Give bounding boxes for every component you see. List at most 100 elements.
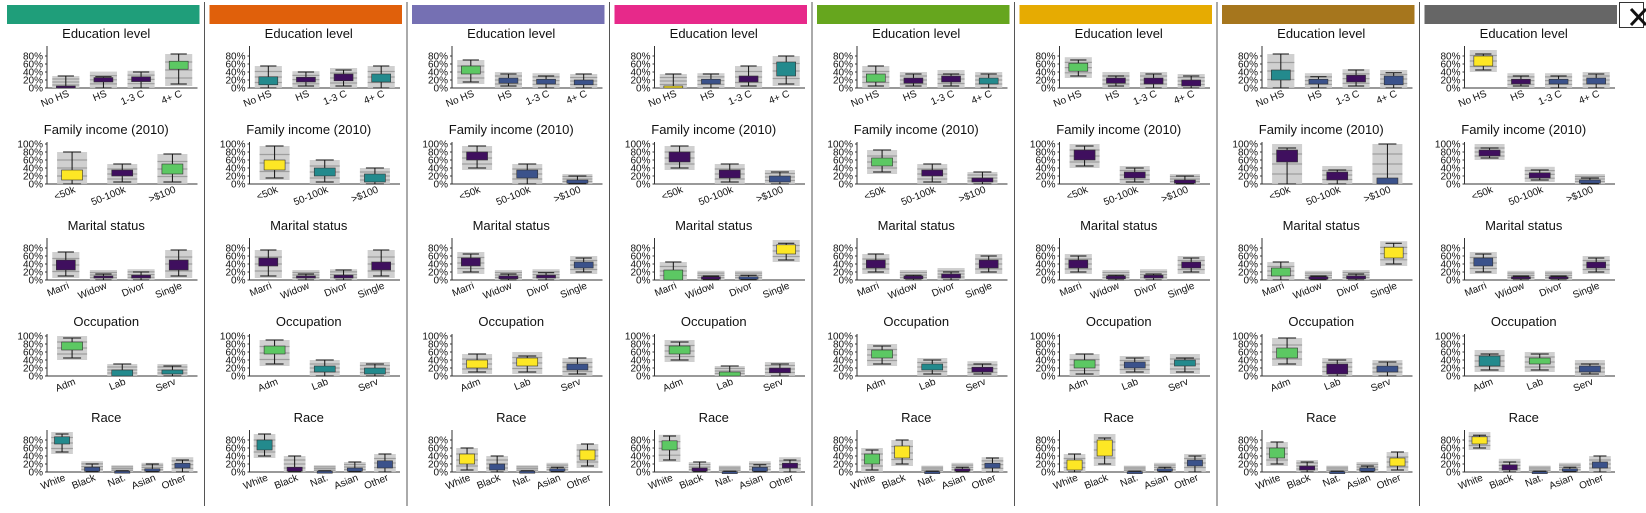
box[interactable]: [1073, 149, 1096, 161]
box[interactable]: [1073, 359, 1096, 369]
box[interactable]: [498, 77, 519, 84]
box[interactable]: [1478, 149, 1501, 157]
cluster-header-bar[interactable]: [7, 5, 200, 24]
box[interactable]: [1181, 261, 1201, 269]
close-button[interactable]: [1619, 2, 1646, 28]
box[interactable]: [1329, 471, 1346, 474]
box[interactable]: [971, 177, 994, 183]
box[interactable]: [1174, 179, 1196, 184]
box[interactable]: [701, 78, 721, 85]
box[interactable]: [864, 453, 880, 465]
box[interactable]: [954, 468, 971, 472]
box[interactable]: [579, 449, 596, 461]
box[interactable]: [1308, 78, 1329, 85]
box[interactable]: [894, 445, 911, 459]
box[interactable]: [1376, 365, 1399, 373]
box[interactable]: [1471, 436, 1488, 445]
box[interactable]: [1106, 77, 1126, 84]
box[interactable]: [1068, 259, 1089, 269]
box[interactable]: [1531, 471, 1548, 474]
box[interactable]: [1579, 365, 1601, 373]
box[interactable]: [168, 60, 189, 70]
box[interactable]: [1548, 78, 1569, 85]
box[interactable]: [161, 369, 184, 375]
box[interactable]: [519, 470, 536, 474]
box[interactable]: [84, 466, 101, 472]
cluster-header-bar[interactable]: [209, 5, 403, 24]
box[interactable]: [1383, 75, 1404, 86]
box[interactable]: [661, 440, 678, 451]
box[interactable]: [1473, 257, 1494, 267]
box[interactable]: [782, 462, 798, 469]
box[interactable]: [1389, 457, 1406, 467]
box[interactable]: [93, 77, 114, 83]
box[interactable]: [371, 261, 391, 271]
box[interactable]: [701, 276, 721, 280]
box[interactable]: [866, 259, 886, 269]
cluster-header-bar[interactable]: [817, 5, 1010, 24]
box[interactable]: [718, 169, 741, 179]
box[interactable]: [573, 79, 594, 86]
box[interactable]: [333, 73, 354, 82]
box[interactable]: [1269, 447, 1285, 459]
box[interactable]: [1579, 179, 1601, 184]
box[interactable]: [489, 463, 506, 471]
box[interactable]: [1383, 246, 1404, 259]
box[interactable]: [111, 169, 134, 177]
box[interactable]: [296, 76, 316, 83]
box[interactable]: [1276, 347, 1298, 359]
box[interactable]: [1299, 465, 1316, 471]
box[interactable]: [461, 65, 481, 75]
box[interactable]: [466, 359, 488, 369]
box[interactable]: [1276, 149, 1298, 163]
box[interactable]: [1346, 275, 1366, 280]
box[interactable]: [466, 151, 488, 161]
box[interactable]: [573, 261, 594, 269]
cluster-header-bar[interactable]: [614, 5, 808, 24]
box[interactable]: [161, 163, 184, 175]
box[interactable]: [871, 349, 893, 359]
box[interactable]: [174, 462, 191, 469]
box[interactable]: [1592, 461, 1608, 469]
box[interactable]: [738, 75, 759, 83]
box[interactable]: [61, 341, 83, 351]
box[interactable]: [1478, 355, 1501, 367]
box[interactable]: [924, 471, 941, 474]
box[interactable]: [978, 77, 999, 85]
box[interactable]: [769, 367, 791, 374]
box[interactable]: [131, 76, 151, 82]
box[interactable]: [941, 75, 961, 83]
box[interactable]: [1586, 77, 1606, 85]
box[interactable]: [1501, 464, 1518, 471]
box[interactable]: [549, 468, 566, 472]
box[interactable]: [256, 439, 273, 451]
box[interactable]: [333, 274, 354, 279]
box[interactable]: [1123, 171, 1146, 179]
box[interactable]: [718, 371, 741, 377]
box[interactable]: [1126, 471, 1143, 474]
box[interactable]: [866, 73, 886, 83]
box[interactable]: [738, 276, 759, 280]
box[interactable]: [871, 157, 893, 167]
box[interactable]: [1308, 276, 1329, 280]
box[interactable]: [776, 61, 796, 77]
box[interactable]: [1106, 275, 1126, 280]
box[interactable]: [776, 244, 796, 255]
box[interactable]: [1528, 357, 1551, 365]
box[interactable]: [459, 453, 475, 465]
box[interactable]: [1548, 276, 1569, 280]
box[interactable]: [377, 460, 393, 469]
box[interactable]: [566, 179, 589, 184]
box[interactable]: [1326, 171, 1349, 181]
box[interactable]: [1511, 276, 1531, 280]
box[interactable]: [364, 367, 386, 375]
box[interactable]: [903, 77, 924, 84]
box[interactable]: [536, 274, 556, 279]
box[interactable]: [263, 159, 286, 171]
box[interactable]: [984, 462, 1001, 469]
box[interactable]: [286, 466, 303, 472]
box[interactable]: [751, 466, 768, 472]
box[interactable]: [516, 169, 539, 179]
box[interactable]: [1066, 459, 1083, 471]
box[interactable]: [1511, 78, 1531, 85]
